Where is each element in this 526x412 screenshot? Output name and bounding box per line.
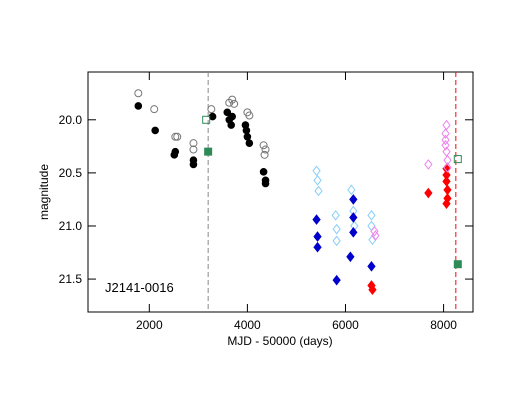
data-point bbox=[424, 159, 433, 170]
data-point bbox=[370, 225, 379, 237]
data-point bbox=[171, 147, 180, 156]
data-point bbox=[260, 150, 269, 159]
data-point bbox=[346, 251, 355, 263]
data-point bbox=[441, 128, 450, 139]
data-point bbox=[208, 112, 217, 121]
y-tick-label: 20.0 bbox=[59, 113, 83, 127]
data-point bbox=[207, 105, 216, 114]
data-point bbox=[349, 227, 358, 238]
data-point bbox=[242, 126, 251, 135]
data-point bbox=[347, 184, 356, 196]
data-point bbox=[134, 89, 143, 98]
data-point bbox=[442, 176, 451, 187]
y-tick-label: 20.5 bbox=[59, 166, 83, 180]
data-point bbox=[332, 274, 341, 286]
data-point bbox=[189, 160, 198, 169]
data-point bbox=[204, 147, 213, 156]
data-point bbox=[151, 126, 159, 135]
data-point bbox=[261, 145, 270, 154]
data-point bbox=[228, 112, 236, 121]
data-point bbox=[313, 231, 322, 242]
data-point bbox=[189, 145, 198, 154]
data-point bbox=[424, 187, 433, 199]
data-point bbox=[441, 139, 450, 151]
data-point bbox=[259, 141, 268, 150]
plot-frame bbox=[87, 71, 474, 313]
data-point bbox=[228, 95, 237, 104]
data-point bbox=[171, 132, 180, 141]
data-point bbox=[443, 193, 452, 204]
data-point bbox=[331, 210, 340, 221]
y-tick-label: 21.5 bbox=[59, 272, 83, 286]
data-point bbox=[202, 115, 211, 124]
data-point bbox=[259, 168, 268, 176]
data-point bbox=[442, 119, 451, 131]
data-point bbox=[453, 155, 462, 164]
x-tick-label: 6000 bbox=[332, 318, 359, 332]
annotation: J2141-0016 bbox=[105, 280, 174, 295]
data-point bbox=[245, 139, 254, 147]
data-point bbox=[368, 284, 377, 296]
data-point bbox=[223, 108, 232, 117]
data-point bbox=[367, 220, 376, 232]
data-point bbox=[314, 185, 323, 197]
data-point bbox=[332, 223, 341, 235]
data-point bbox=[441, 134, 450, 146]
x-tick-label: 2000 bbox=[136, 318, 163, 332]
data-point bbox=[173, 132, 182, 141]
data-point bbox=[349, 194, 358, 205]
data-point bbox=[150, 105, 159, 114]
data-point bbox=[230, 99, 239, 108]
data-point bbox=[443, 162, 452, 173]
x-tick-label: 4000 bbox=[234, 318, 261, 332]
y-tick-label: 21.0 bbox=[59, 219, 83, 233]
data-point bbox=[313, 241, 322, 253]
data-point bbox=[313, 175, 322, 186]
data-point bbox=[227, 121, 236, 129]
data-point bbox=[443, 184, 452, 196]
x-tick-label: 8000 bbox=[430, 318, 457, 332]
data-point bbox=[312, 214, 321, 225]
data-point bbox=[261, 179, 270, 188]
data-point bbox=[367, 210, 376, 221]
data-point bbox=[134, 102, 143, 110]
data-point bbox=[332, 235, 341, 247]
data-point bbox=[368, 234, 377, 246]
data-point bbox=[371, 230, 380, 241]
data-point bbox=[349, 212, 358, 223]
data-point bbox=[189, 139, 198, 148]
x-axis-label: MJD - 50000 (days) bbox=[227, 334, 332, 348]
y-axis-label: magnitude bbox=[37, 164, 51, 220]
data-point bbox=[367, 261, 376, 272]
data-point bbox=[453, 260, 462, 269]
data-point bbox=[243, 132, 252, 141]
data-point bbox=[245, 111, 254, 120]
data-point bbox=[312, 165, 321, 177]
data-point bbox=[443, 154, 452, 166]
